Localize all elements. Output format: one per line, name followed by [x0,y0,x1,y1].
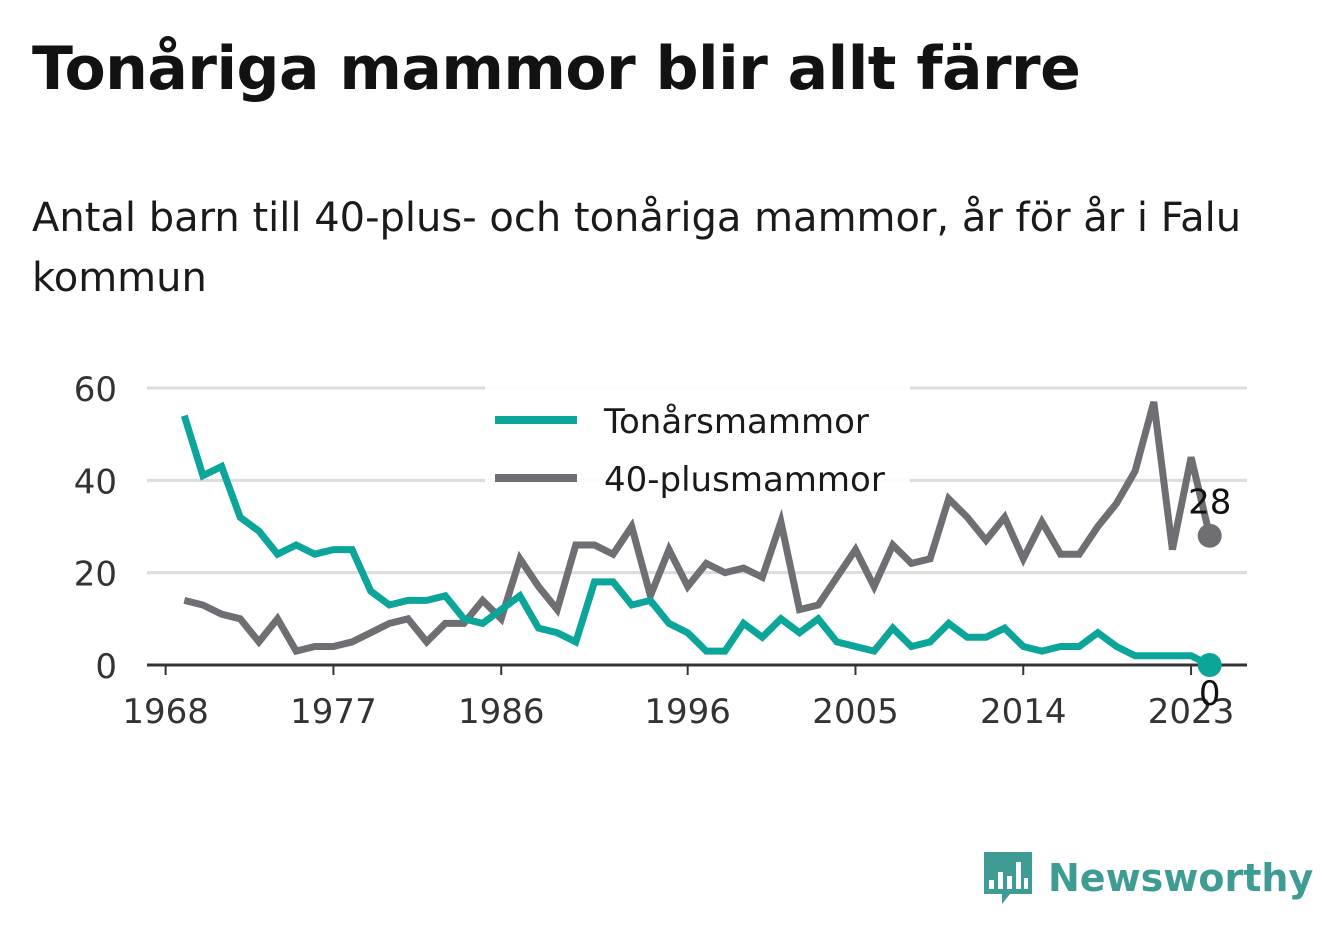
legend-label: 40-plusmammor [604,460,885,500]
brand-name: Newsworthy [1048,856,1314,900]
x-tick-label: 2005 [812,692,899,732]
line-chart: 0 20 40 60 1968 1977 1986 1996 2005 2014 2023 Tonå… [74,370,1247,732]
chart-title: Tonåriga mammor blir allt färre [32,34,1081,104]
series-line-1 [183,400,1214,656]
legend-label: Tonårsmammor [603,402,869,442]
x-tick-label: 1968 [122,692,209,732]
x-tick-label: 1977 [290,692,377,732]
axes: 0 20 40 60 1968 1977 1986 1996 2005 2014 2023 [74,370,1247,732]
end-point-marker [1197,523,1222,548]
end-value-label: 28 [1188,483,1231,523]
legend-box [485,386,910,502]
y-tick-label: 40 [74,462,117,502]
x-tick-label: 2014 [980,692,1067,732]
series-line-0 [180,414,1212,669]
end-point-marker [1197,653,1222,677]
x-tick-label: 1996 [644,692,731,732]
y-tick-label: 20 [74,555,117,595]
x-tick-label: 1986 [458,692,545,732]
y-tick-label: 0 [95,647,117,687]
chart-subtitle: Antal barn till 40-plus- och tonåriga ma… [32,195,1242,301]
x-tick-label: 2023 [1148,692,1235,732]
y-tick-label: 60 [74,370,117,410]
series-lines [180,400,1214,669]
brand-logo: Newsworthy [980,848,1313,908]
newsworthy-chat-bars-icon [984,852,1032,904]
end-value-label: 0 [1199,674,1221,714]
end-labels: 0 28 [1188,483,1231,714]
legend: Tonårsmammor 40-plusmammor [485,386,910,502]
